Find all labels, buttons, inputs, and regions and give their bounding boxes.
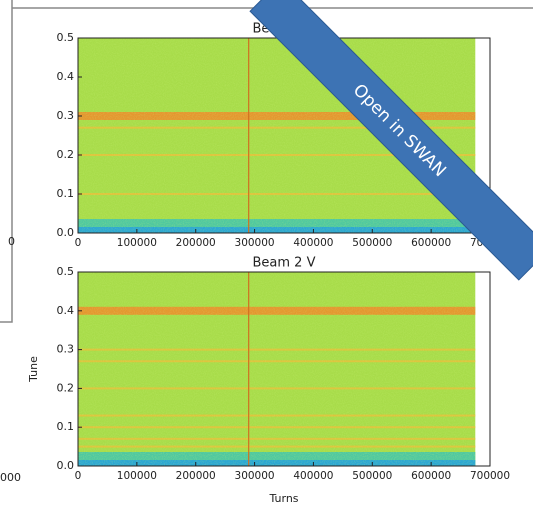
y-tick-label: 0.3 xyxy=(57,343,75,356)
spectrogram xyxy=(78,272,476,466)
x-tick-label: 600000 xyxy=(411,237,451,249)
y-tick-label: 0.2 xyxy=(57,148,75,161)
y-tick-label: 0.4 xyxy=(57,304,75,317)
y-tick-label: 0.1 xyxy=(57,187,75,200)
x-tick-label: 500000 xyxy=(352,470,392,482)
fragment: 000 xyxy=(0,471,21,484)
charts: 0.0 0.1 0.2 0.3 0.4 0.5 0 100000 200000 300000 400… xyxy=(27,22,510,506)
x-tick-label: 200000 xyxy=(176,237,216,249)
x-tick-label: 700000 xyxy=(470,470,510,482)
x-tick-label: 0 xyxy=(75,237,82,249)
axes-frame xyxy=(77,271,491,467)
x-tick-label: 0 xyxy=(75,470,82,482)
x-tick-label: 100000 xyxy=(117,237,157,249)
y-axis-label: Tune xyxy=(27,356,40,383)
ribbon-band[interactable] xyxy=(249,0,533,281)
chart-title: Beam 2 V xyxy=(253,256,316,271)
x-tick-label: 600000 xyxy=(411,470,451,482)
y-tick-label: 0.2 xyxy=(57,381,75,394)
x-tick-label: 200000 xyxy=(176,470,216,482)
y-tick-label: 0.5 xyxy=(57,265,75,278)
y-tick-label: 0.1 xyxy=(57,420,75,433)
x-tick-label: 100000 xyxy=(117,470,157,482)
fragment: 0 xyxy=(8,235,15,248)
x-tick-label: 400000 xyxy=(293,470,333,482)
x-tick-label: 400000 xyxy=(293,237,333,249)
spectrogram xyxy=(78,38,476,233)
x-tick-label: 300000 xyxy=(235,470,275,482)
y-tick-label: 0.0 xyxy=(57,459,75,472)
y-tick-label: 0.3 xyxy=(57,109,75,122)
x-axis-label: Turns xyxy=(268,492,298,505)
noise xyxy=(78,272,476,466)
y-tick-label: 0.4 xyxy=(57,70,75,83)
x-tick-label: 300000 xyxy=(235,237,275,249)
y-tick-label: 0.5 xyxy=(57,31,75,44)
y-tick-label: 0.0 xyxy=(57,226,75,239)
x-tick-label: 500000 xyxy=(352,237,392,249)
